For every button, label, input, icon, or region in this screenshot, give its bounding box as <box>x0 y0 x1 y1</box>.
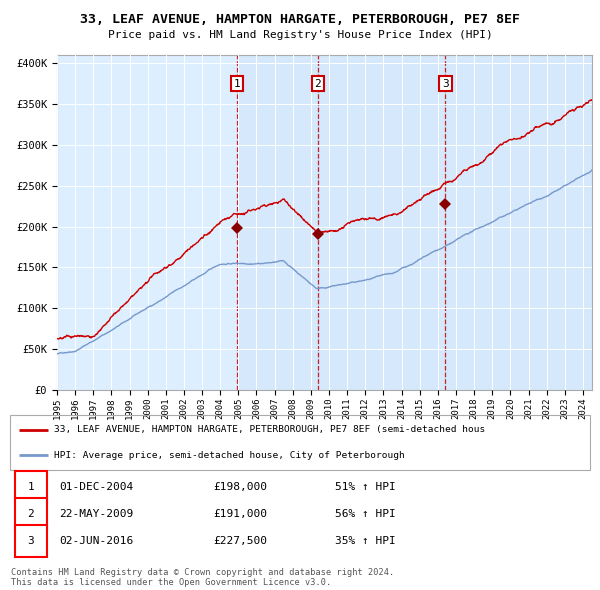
Text: 1: 1 <box>27 482 34 492</box>
Bar <box>445 55 592 390</box>
Text: Price paid vs. HM Land Registry's House Price Index (HPI): Price paid vs. HM Land Registry's House … <box>107 30 493 40</box>
Text: 2: 2 <box>27 509 34 519</box>
Text: 02-JUN-2016: 02-JUN-2016 <box>59 536 134 546</box>
Text: 3: 3 <box>442 78 449 88</box>
Text: 51% ↑ HPI: 51% ↑ HPI <box>335 482 395 492</box>
Bar <box>237 55 318 390</box>
Text: 33, LEAF AVENUE, HAMPTON HARGATE, PETERBOROUGH, PE7 8EF: 33, LEAF AVENUE, HAMPTON HARGATE, PETERB… <box>80 13 520 26</box>
Text: 35% ↑ HPI: 35% ↑ HPI <box>335 536 395 546</box>
Bar <box>14 526 47 556</box>
Text: 56% ↑ HPI: 56% ↑ HPI <box>335 509 395 519</box>
Bar <box>14 499 47 530</box>
Text: £227,500: £227,500 <box>213 536 267 546</box>
Text: 33, LEAF AVENUE, HAMPTON HARGATE, PETERBOROUGH, PE7 8EF (semi-detached hous: 33, LEAF AVENUE, HAMPTON HARGATE, PETERB… <box>53 425 485 434</box>
Text: £191,000: £191,000 <box>213 509 267 519</box>
Text: 22-MAY-2009: 22-MAY-2009 <box>59 509 134 519</box>
Text: 01-DEC-2004: 01-DEC-2004 <box>59 482 134 492</box>
Text: 1: 1 <box>233 78 240 88</box>
Text: 2: 2 <box>314 78 322 88</box>
Text: HPI: Average price, semi-detached house, City of Peterborough: HPI: Average price, semi-detached house,… <box>53 451 404 460</box>
Bar <box>318 55 445 390</box>
Text: £198,000: £198,000 <box>213 482 267 492</box>
Bar <box>14 471 47 503</box>
Text: Contains HM Land Registry data © Crown copyright and database right 2024.
This d: Contains HM Land Registry data © Crown c… <box>11 568 394 587</box>
Text: 3: 3 <box>27 536 34 546</box>
